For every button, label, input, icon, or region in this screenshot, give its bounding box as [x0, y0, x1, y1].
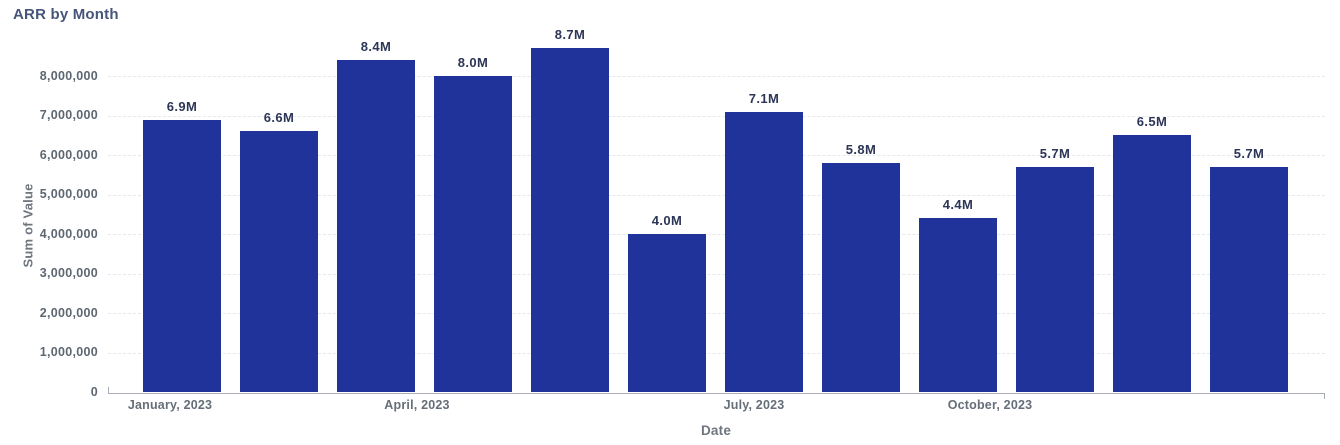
bar-value-label: 5.7M: [1039, 146, 1071, 162]
gridline: [108, 352, 1325, 354]
bar-value-label: 6.6M: [263, 110, 295, 126]
bar[interactable]: [822, 163, 900, 393]
x-axis-title: Date: [700, 423, 732, 438]
y-tick-label: 7,000,000: [39, 108, 98, 123]
y-tick-label: 4,000,000: [39, 226, 98, 241]
bar[interactable]: [1210, 167, 1288, 393]
y-tick-label: 5,000,000: [39, 187, 98, 202]
axis-left-end-tick: [107, 386, 109, 393]
y-tick-label: 3,000,000: [39, 266, 98, 281]
bar-value-label: 8.0M: [457, 55, 489, 71]
bar-value-label: 7.1M: [748, 90, 780, 106]
x-tick-label: July, 2023: [723, 398, 785, 412]
gridline: [108, 234, 1325, 236]
gridline: [108, 194, 1325, 196]
bar[interactable]: [337, 60, 415, 393]
y-tick-label: 2,000,000: [39, 305, 98, 320]
bar-value-label: 5.8M: [845, 142, 877, 158]
bar-value-label: 4.4M: [942, 197, 974, 213]
gridline: [108, 155, 1325, 157]
y-tick-label: 1,000,000: [39, 345, 98, 360]
bar-value-label: 6.5M: [1136, 114, 1168, 130]
chart-title: ARR by Month: [13, 6, 119, 23]
bar-value-label: 8.4M: [360, 39, 392, 55]
y-tick-label: 0: [90, 385, 98, 399]
x-tick-label: April, 2023: [384, 398, 450, 412]
gridline: [108, 76, 1325, 78]
bar-value-label: 4.0M: [651, 213, 683, 229]
bar-value-label: 8.7M: [554, 27, 586, 43]
bar[interactable]: [1113, 135, 1191, 393]
bar[interactable]: [531, 48, 609, 393]
x-tick-label: January, 2023: [127, 398, 213, 412]
x-axis-line: [108, 392, 1325, 394]
gridline: [108, 115, 1325, 117]
bar[interactable]: [143, 119, 221, 393]
bar[interactable]: [628, 234, 706, 393]
bar[interactable]: [240, 131, 318, 393]
bar[interactable]: [1016, 167, 1094, 393]
bar[interactable]: [919, 218, 997, 393]
x-tick-label: October, 2023: [947, 398, 1033, 412]
gridline: [108, 273, 1325, 275]
y-tick-label: 6,000,000: [39, 147, 98, 162]
bar[interactable]: [725, 111, 803, 393]
gridline: [108, 313, 1325, 315]
bar-value-label: 6.9M: [166, 98, 198, 114]
bar-value-label: 5.7M: [1233, 146, 1265, 162]
axis-right-end-tick: [1323, 392, 1325, 399]
y-tick-label: 8,000,000: [39, 68, 98, 83]
bar[interactable]: [434, 76, 512, 393]
